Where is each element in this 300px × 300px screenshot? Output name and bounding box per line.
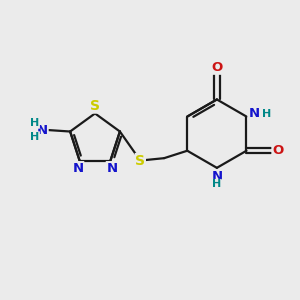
Text: S: S bbox=[135, 154, 145, 168]
Text: H: H bbox=[30, 118, 40, 128]
Text: N: N bbox=[248, 107, 260, 120]
Text: O: O bbox=[272, 144, 283, 157]
Text: O: O bbox=[211, 61, 223, 74]
Text: N: N bbox=[73, 162, 84, 175]
Text: S: S bbox=[90, 99, 100, 113]
Text: H: H bbox=[262, 109, 271, 118]
Text: N: N bbox=[37, 124, 48, 136]
Text: H: H bbox=[30, 132, 40, 142]
Text: H: H bbox=[212, 179, 221, 189]
Text: N: N bbox=[211, 170, 222, 183]
Text: N: N bbox=[106, 162, 117, 175]
